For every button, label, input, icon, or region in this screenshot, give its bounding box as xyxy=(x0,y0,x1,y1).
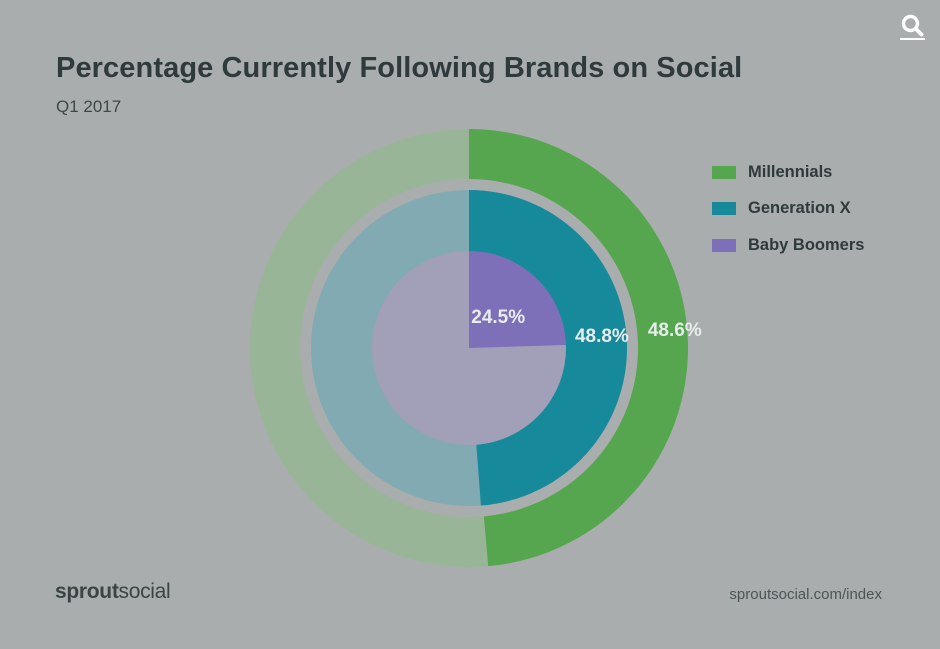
legend-label-generation-x: Generation X xyxy=(748,199,851,217)
legend-item-millennials: Millennials xyxy=(712,160,864,184)
legend-item-baby-boomers: Baby Boomers xyxy=(712,233,864,257)
data-label-millennials: 48.6% xyxy=(648,320,702,341)
legend: Millennials Generation X Baby Boomers xyxy=(712,160,864,270)
brand-logo-part2: social xyxy=(118,580,171,603)
search-button[interactable] xyxy=(898,12,928,42)
data-label-baby-boomers: 24.5% xyxy=(471,307,525,328)
legend-swatch-generation-x xyxy=(712,202,736,215)
slice-millennials-remainder xyxy=(250,129,489,567)
source-url: sproutsocial.com/index xyxy=(729,586,882,603)
chart-subtitle: Q1 2017 xyxy=(56,97,122,116)
slice-generation-x xyxy=(469,190,628,506)
slice-millennials xyxy=(469,129,689,567)
legend-label-millennials: Millennials xyxy=(748,162,833,181)
slice-generation-x-remainder xyxy=(310,190,481,506)
search-icon xyxy=(900,14,925,40)
brand-logo: sproutsocial xyxy=(55,580,171,604)
chart-title: Percentage Currently Following Brands on… xyxy=(56,52,743,84)
legend-label-baby-boomers: Baby Boomers xyxy=(748,235,865,254)
slice-baby-boomers xyxy=(469,251,566,348)
legend-swatch-baby-boomers xyxy=(712,238,736,252)
legend-swatch-millennials xyxy=(712,165,736,179)
legend-item-generation-x: Generation X xyxy=(712,197,864,221)
data-label-generation-x: 48.8% xyxy=(575,326,629,347)
brand-logo-part1: sprout xyxy=(55,580,119,603)
